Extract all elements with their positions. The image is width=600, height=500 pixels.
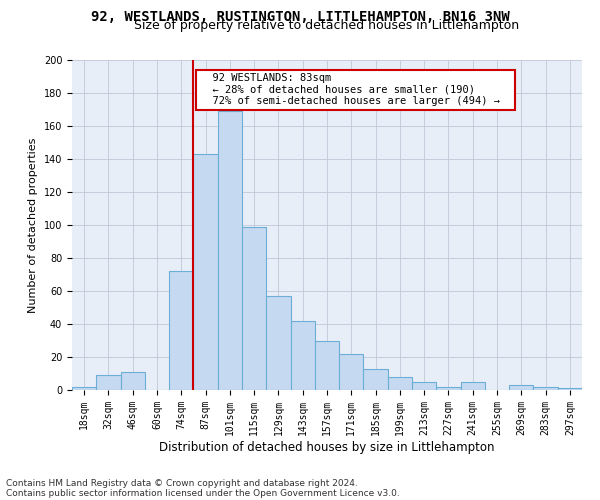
Bar <box>121 372 145 390</box>
Text: 92 WESTLANDS: 83sqm
  ← 28% of detached houses are smaller (190)
  72% of semi-d: 92 WESTLANDS: 83sqm ← 28% of detached ho… <box>199 73 512 106</box>
Title: Size of property relative to detached houses in Littlehampton: Size of property relative to detached ho… <box>134 20 520 32</box>
Bar <box>509 385 533 390</box>
Bar <box>339 354 364 390</box>
Y-axis label: Number of detached properties: Number of detached properties <box>28 138 38 312</box>
Bar <box>96 375 121 390</box>
Bar <box>290 320 315 390</box>
Bar <box>218 111 242 390</box>
X-axis label: Distribution of detached houses by size in Littlehampton: Distribution of detached houses by size … <box>159 440 495 454</box>
Text: Contains public sector information licensed under the Open Government Licence v3: Contains public sector information licen… <box>6 488 400 498</box>
Bar <box>436 386 461 390</box>
Bar <box>533 386 558 390</box>
Bar <box>315 340 339 390</box>
Bar <box>412 382 436 390</box>
Bar <box>72 386 96 390</box>
Bar <box>461 382 485 390</box>
Text: Contains HM Land Registry data © Crown copyright and database right 2024.: Contains HM Land Registry data © Crown c… <box>6 478 358 488</box>
Bar <box>558 388 582 390</box>
Text: 92, WESTLANDS, RUSTINGTON, LITTLEHAMPTON, BN16 3NW: 92, WESTLANDS, RUSTINGTON, LITTLEHAMPTON… <box>91 10 509 24</box>
Bar <box>388 377 412 390</box>
Bar <box>242 226 266 390</box>
Bar <box>193 154 218 390</box>
Bar <box>266 296 290 390</box>
Bar <box>169 271 193 390</box>
Bar <box>364 368 388 390</box>
